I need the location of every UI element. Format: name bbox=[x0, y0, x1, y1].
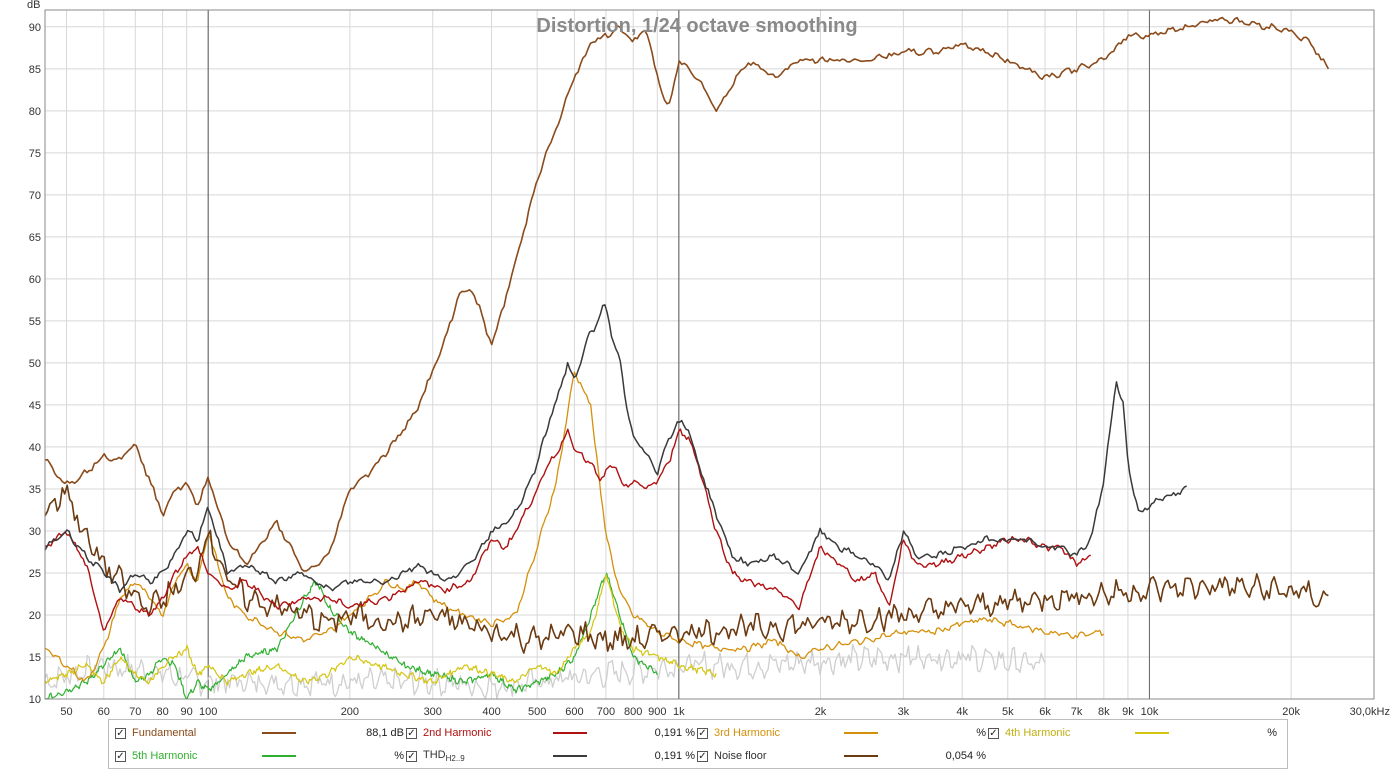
x-tick-labels: 50 60 70 80 90 100 200 300 400 500 600 700 800 900 1k 2… bbox=[60, 706, 1390, 718]
legend-swatch bbox=[844, 732, 878, 734]
y-tick-label: 15 bbox=[29, 652, 41, 664]
plot-frame bbox=[44, 9, 1375, 700]
fundamental-checkbox[interactable]: ✓ bbox=[115, 727, 126, 739]
legend: ✓ Fundamental 88,1 dB ✓ 2nd Harmonic 0,1… bbox=[108, 719, 1288, 769]
y-tick-label: 20 bbox=[29, 610, 41, 622]
legend-item-3rd-harmonic[interactable]: ✓ 3rd Harmonic % bbox=[697, 723, 986, 743]
x-tick-label: 1k bbox=[673, 706, 685, 718]
legend-label: 5th Harmonic bbox=[132, 750, 198, 762]
legend-item-noise-floor[interactable]: ✓ Noise floor 0,054 % bbox=[697, 746, 986, 766]
legend-value: % bbox=[394, 750, 404, 762]
grid-lines bbox=[45, 10, 1375, 700]
x-tick-label: 200 bbox=[341, 706, 359, 718]
y-tick-label: 90 bbox=[29, 22, 41, 34]
y-tick-label: 10 bbox=[29, 694, 41, 706]
noise-floor-checkbox[interactable]: ✓ bbox=[697, 750, 708, 762]
legend-swatch bbox=[1135, 732, 1169, 734]
x-tick-label: 600 bbox=[565, 706, 583, 718]
y-tick-label: 45 bbox=[29, 400, 41, 412]
legend-value: 88,1 dB bbox=[366, 727, 404, 739]
series-line-thd bbox=[44, 304, 1187, 594]
legend-swatch bbox=[553, 755, 587, 757]
thd-label: THD bbox=[423, 749, 446, 761]
x-tick-label: 500 bbox=[528, 706, 546, 718]
y-tick-label: 80 bbox=[29, 106, 41, 118]
y-tick-label: 30 bbox=[29, 526, 41, 538]
series-line-fundamental bbox=[44, 16, 1330, 572]
4th-harmonic-checkbox[interactable]: ✓ bbox=[988, 727, 999, 739]
2nd-harmonic-checkbox[interactable]: ✓ bbox=[406, 727, 417, 739]
y-tick-label: 55 bbox=[29, 316, 41, 328]
x-tick-label: 70 bbox=[129, 706, 141, 718]
y-axis-label: dB bbox=[27, 0, 40, 11]
legend-item-4th-harmonic[interactable]: ✓ 4th Harmonic % bbox=[988, 723, 1277, 743]
x-tick-label: 3k bbox=[898, 706, 910, 718]
legend-value: 0,054 % bbox=[945, 750, 986, 762]
x-tick-label: 10k bbox=[1141, 706, 1159, 718]
x-tick-label: 50 bbox=[60, 706, 72, 718]
x-tick-label: 30,0kHz bbox=[1350, 706, 1390, 718]
x-tick-label: 8k bbox=[1098, 706, 1110, 718]
legend-swatch bbox=[262, 732, 296, 734]
x-tick-label: 9k bbox=[1122, 706, 1134, 718]
legend-label: 2nd Harmonic bbox=[423, 727, 492, 739]
x-tick-label: 400 bbox=[482, 706, 500, 718]
series-line-noise-floor bbox=[44, 484, 1329, 654]
legend-swatch bbox=[262, 755, 296, 757]
legend-value: % bbox=[1267, 727, 1277, 739]
series-layer bbox=[44, 16, 1330, 700]
x-tick-label: 5k bbox=[1002, 706, 1014, 718]
legend-label: Noise floor bbox=[714, 750, 767, 762]
x-tick-label: 300 bbox=[424, 706, 442, 718]
legend-label: 3rd Harmonic bbox=[714, 727, 781, 739]
x-tick-label: 20k bbox=[1282, 706, 1300, 718]
y-tick-label: 35 bbox=[29, 484, 41, 496]
legend-label: 4th Harmonic bbox=[1005, 727, 1071, 739]
3rd-harmonic-checkbox[interactable]: ✓ bbox=[697, 727, 708, 739]
series-line-noise2 bbox=[44, 643, 1046, 700]
thd-subscript: H2..9 bbox=[445, 754, 465, 763]
thd-checkbox[interactable]: ✓ bbox=[406, 750, 417, 762]
x-tick-label: 100 bbox=[199, 706, 217, 718]
legend-item-2nd-harmonic[interactable]: ✓ 2nd Harmonic 0,191 % bbox=[406, 723, 695, 743]
legend-swatch bbox=[553, 732, 587, 734]
5th-harmonic-checkbox[interactable]: ✓ bbox=[115, 750, 126, 762]
x-tick-label: 700 bbox=[597, 706, 615, 718]
y-tick-labels: 10 15 20 25 30 35 40 45 50 55 60 65 70 75 80 85 90 bbox=[29, 22, 41, 706]
legend-label: Fundamental bbox=[132, 727, 197, 739]
y-tick-label: 70 bbox=[29, 190, 41, 202]
x-tick-label: 80 bbox=[156, 706, 168, 718]
chart-title: Distortion, 1/24 octave smoothing bbox=[536, 15, 857, 37]
series-line-2nd-harmonic bbox=[44, 428, 1092, 631]
legend-item-5th-harmonic[interactable]: ✓ 5th Harmonic % bbox=[115, 746, 404, 766]
x-tick-label: 800 bbox=[624, 706, 642, 718]
series-line-4th-harmonic bbox=[44, 574, 717, 686]
x-tick-label: 2k bbox=[815, 706, 827, 718]
y-tick-label: 40 bbox=[29, 442, 41, 454]
series-line-3rd-harmonic bbox=[44, 371, 1105, 682]
legend-value: 0,191 % bbox=[654, 727, 695, 739]
x-tick-label: 7k bbox=[1071, 706, 1083, 718]
x-tick-label: 60 bbox=[98, 706, 110, 718]
x-tick-label: 90 bbox=[181, 706, 193, 718]
y-tick-label: 50 bbox=[29, 358, 41, 370]
legend-value: 0,191 % bbox=[654, 750, 695, 762]
y-tick-label: 65 bbox=[29, 232, 41, 244]
y-tick-label: 25 bbox=[29, 568, 41, 580]
legend-value: % bbox=[976, 727, 986, 739]
distortion-chart: 10 15 20 25 30 35 40 45 50 55 60 65 70 75 80 85 90 50 60 7… bbox=[27, 0, 1390, 718]
y-tick-label: 85 bbox=[29, 64, 41, 76]
legend-label: THDH2..9 bbox=[423, 749, 553, 763]
y-tick-label: 75 bbox=[29, 148, 41, 160]
x-tick-label: 6k bbox=[1039, 706, 1051, 718]
legend-item-thd[interactable]: ✓ THDH2..9 0,191 % bbox=[406, 746, 695, 766]
x-tick-label: 900 bbox=[648, 706, 666, 718]
series-line-5th-harmonic bbox=[45, 572, 658, 700]
x-tick-label: 4k bbox=[956, 706, 968, 718]
legend-swatch bbox=[844, 755, 878, 757]
legend-item-fundamental[interactable]: ✓ Fundamental 88,1 dB bbox=[115, 723, 404, 743]
y-tick-label: 60 bbox=[29, 274, 41, 286]
